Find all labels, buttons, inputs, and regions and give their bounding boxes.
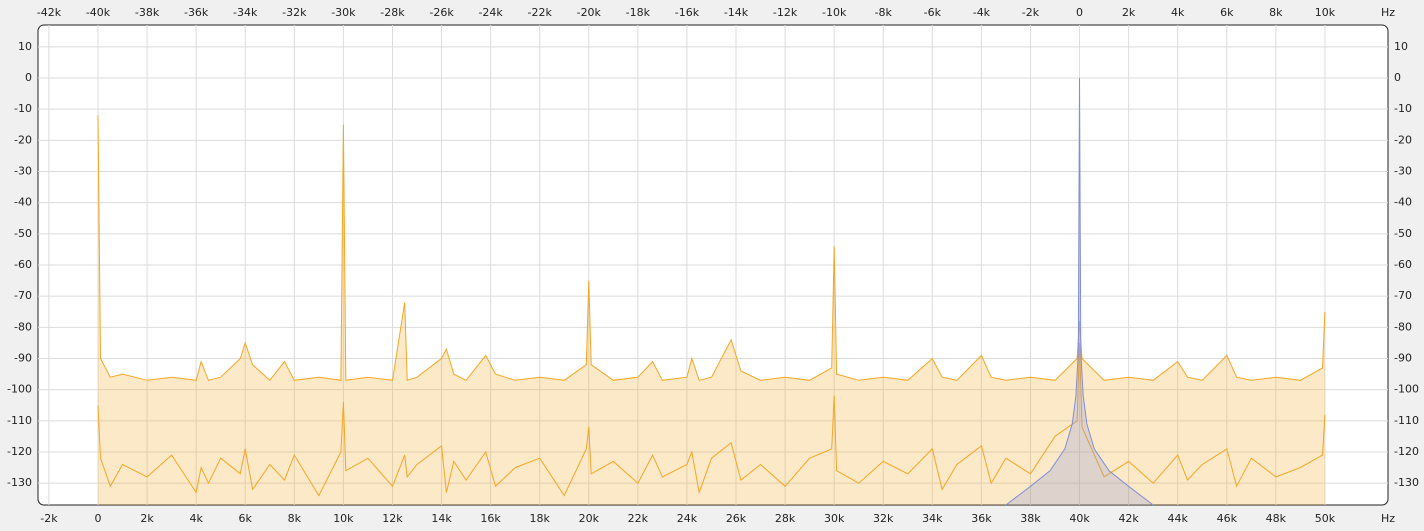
- y-tick-label-right: -60: [1394, 258, 1412, 271]
- x-tick-label: 28k: [775, 512, 796, 525]
- x-tick-label: 32k: [873, 512, 894, 525]
- x2-tick-label: -40k: [86, 6, 111, 19]
- y-tick-label: -30: [14, 164, 32, 177]
- x2-tick-label: -12k: [773, 6, 798, 19]
- x-tick-label: 30k: [824, 512, 845, 525]
- x-tick-label: 42k: [1118, 512, 1139, 525]
- y-tick-label-right: -50: [1394, 227, 1412, 240]
- x2-tick-label: -4k: [973, 6, 991, 19]
- x-tick-label: 36k: [971, 512, 992, 525]
- y-tick-label: -110: [7, 414, 32, 427]
- y-tick-label: 10: [18, 40, 32, 53]
- y-tick-label-right: -80: [1394, 320, 1412, 333]
- x2-tick-label: -30k: [331, 6, 356, 19]
- x2-tick-label: -14k: [724, 6, 749, 19]
- y-tick-label-right: -130: [1394, 476, 1419, 489]
- x-tick-label: 46k: [1217, 512, 1238, 525]
- y-tick-label-right: -90: [1394, 352, 1412, 365]
- x2-tick-label: 4k: [1171, 6, 1185, 19]
- x-unit: Hz: [1381, 512, 1395, 525]
- y-tick-label: -80: [14, 320, 32, 333]
- x2-tick-label: 10k: [1315, 6, 1336, 19]
- y-tick-label: -130: [7, 476, 32, 489]
- x2-tick-label: -34k: [233, 6, 258, 19]
- x2-tick-label: -26k: [429, 6, 454, 19]
- x2-tick-label: -42k: [37, 6, 62, 19]
- y-tick-label-right: -10: [1394, 102, 1412, 115]
- x-tick-label: 10k: [333, 512, 354, 525]
- area: [98, 115, 1325, 506]
- x-tick-label: 34k: [922, 512, 943, 525]
- y-tick-label-right: -20: [1394, 133, 1412, 146]
- x2-tick-label: 6k: [1220, 6, 1234, 19]
- x2-tick-label: -16k: [675, 6, 700, 19]
- x-tick-label: 26k: [726, 512, 747, 525]
- y-tick-label-right: -30: [1394, 164, 1412, 177]
- x-tick-label: 40k: [1069, 512, 1090, 525]
- x2-tick-label: 0: [1076, 6, 1083, 19]
- x-tick-label: 4k: [189, 512, 203, 525]
- y-tick-label-right: 10: [1394, 40, 1408, 53]
- x-tick-label: 44k: [1168, 512, 1189, 525]
- y-tick-label: -10: [14, 102, 32, 115]
- x2-tick-label: -18k: [626, 6, 651, 19]
- x-tick-label: 48k: [1266, 512, 1287, 525]
- x2-unit: Hz: [1381, 6, 1395, 19]
- x-tick-label: 20k: [579, 512, 600, 525]
- x-tick-label: 38k: [1020, 512, 1041, 525]
- x2-tick-label: -22k: [528, 6, 553, 19]
- x-tick-label: 0: [94, 512, 101, 525]
- x2-tick-label: -38k: [135, 6, 160, 19]
- x2-tick-label: -10k: [822, 6, 847, 19]
- x2-tick-label: -8k: [875, 6, 893, 19]
- x-tick-label: 8k: [288, 512, 302, 525]
- x2-tick-label: -24k: [478, 6, 503, 19]
- x2-tick-label: -6k: [924, 6, 942, 19]
- y-tick-label-right: -110: [1394, 414, 1419, 427]
- y-tick-label: -50: [14, 227, 32, 240]
- x2-tick-label: 8k: [1269, 6, 1283, 19]
- y-tick-label: -120: [7, 445, 32, 458]
- x2-tick-label: 2k: [1122, 6, 1136, 19]
- y-tick-label: -40: [14, 196, 32, 209]
- x2-tick-label: -32k: [282, 6, 307, 19]
- x-tick-label: 22k: [628, 512, 649, 525]
- area: [1005, 78, 1154, 505]
- x-tick-label: 14k: [431, 512, 452, 525]
- y-tick-label: -20: [14, 133, 32, 146]
- x-tick-label: 24k: [677, 512, 698, 525]
- x-tick-label: 6k: [239, 512, 253, 525]
- y-tick-label-right: 0: [1394, 71, 1401, 84]
- x2-tick-label: -28k: [380, 6, 405, 19]
- y-tick-label: -70: [14, 289, 32, 302]
- y-tick-label-right: -40: [1394, 196, 1412, 209]
- trace: [1005, 77, 1154, 506]
- x-tick-label: 2k: [140, 512, 154, 525]
- x2-tick-label: -2k: [1022, 6, 1040, 19]
- trace: [97, 342, 1326, 497]
- x-tick-label: 18k: [530, 512, 551, 525]
- y-tick-label-right: -70: [1394, 289, 1412, 302]
- y-tick-label-right: -100: [1394, 383, 1419, 396]
- x-tick-label: 50k: [1315, 512, 1336, 525]
- y-tick-label-right: -120: [1394, 445, 1419, 458]
- y-tick-label: -60: [14, 258, 32, 271]
- trace: [97, 115, 1326, 382]
- x2-tick-label: -20k: [577, 6, 602, 19]
- x2-tick-label: -36k: [184, 6, 209, 19]
- x-tick-label: 16k: [480, 512, 501, 525]
- y-tick-label: -90: [14, 352, 32, 365]
- y-tick-label: 0: [25, 71, 32, 84]
- x-tick-label: 12k: [382, 512, 403, 525]
- y-tick-label: -100: [7, 383, 32, 396]
- x-tick-label: -2k: [40, 512, 58, 525]
